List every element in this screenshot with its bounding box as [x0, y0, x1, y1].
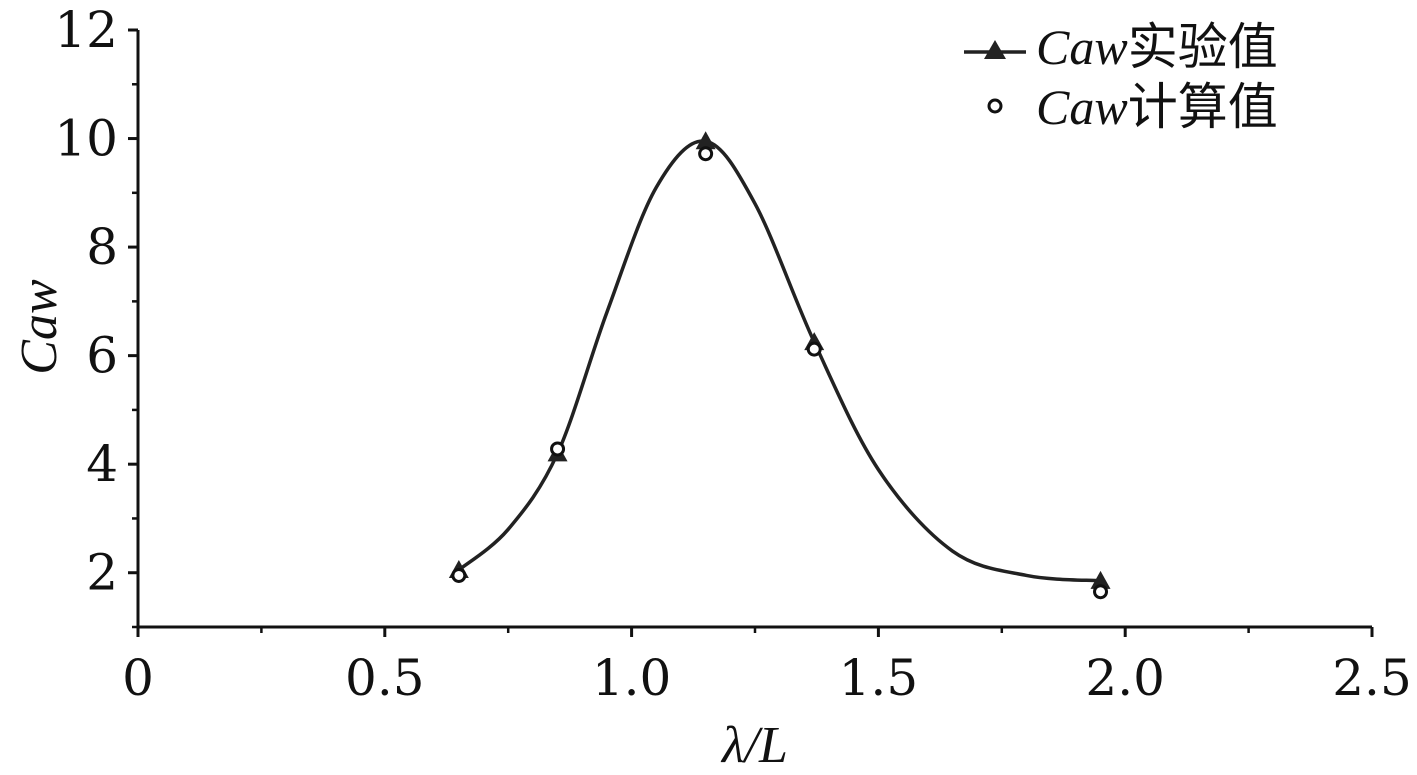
legend-label-experimental: Caw实验值: [1036, 18, 1278, 76]
markers: [448, 131, 1111, 600]
legend-label-calculated: Caw计算值: [1036, 78, 1278, 136]
legend-label-experimental-suffix: 实验值: [1128, 18, 1278, 76]
legend: Caw实验值 Caw计算值: [964, 18, 1278, 136]
y-tick-label: 6: [86, 327, 118, 385]
x-tick-label: 1.5: [839, 649, 919, 707]
y-axis-title: Caw: [11, 279, 68, 375]
x-tick-label: 0: [122, 649, 154, 707]
series-line-experimental: [457, 139, 1101, 583]
circle-marker-calculated: [1093, 584, 1109, 600]
y-tick-label: 10: [54, 110, 118, 168]
x-axis-title: λ/L: [720, 717, 788, 774]
circle-marker-calculated: [698, 146, 714, 162]
legend-label-calculated-italic: Caw: [1036, 79, 1128, 135]
ticks: [128, 28, 1374, 637]
legend-label-calculated-suffix: 计算值: [1128, 78, 1278, 136]
series-lines: [457, 139, 1101, 583]
x-tick-label: 2.0: [1085, 649, 1165, 707]
x-tick-label: 1.0: [592, 649, 672, 707]
x-tick-label: 0.5: [345, 649, 425, 707]
tick-labels: 0 0.5 1.0 1.5 2.0 2.5 2 4 6 8 10 12: [54, 1, 1411, 707]
y-tick-label: 8: [86, 218, 118, 276]
triangle-marker-experimental: [695, 131, 716, 150]
circle-marker-calculated: [451, 567, 467, 583]
legend-label-experimental-italic: Caw: [1036, 19, 1128, 75]
circle-marker-calculated: [550, 441, 566, 457]
y-tick-label: 2: [86, 544, 118, 602]
y-tick-label: 12: [54, 1, 118, 59]
triangle-marker-experimental: [1090, 570, 1111, 589]
legend-circle-marker-icon: [987, 98, 1003, 114]
circle-marker-calculated: [806, 341, 822, 357]
y-tick-label: 4: [86, 435, 118, 493]
x-tick-label: 2.5: [1332, 649, 1412, 707]
legend-triangle-marker-icon: [984, 40, 1006, 59]
